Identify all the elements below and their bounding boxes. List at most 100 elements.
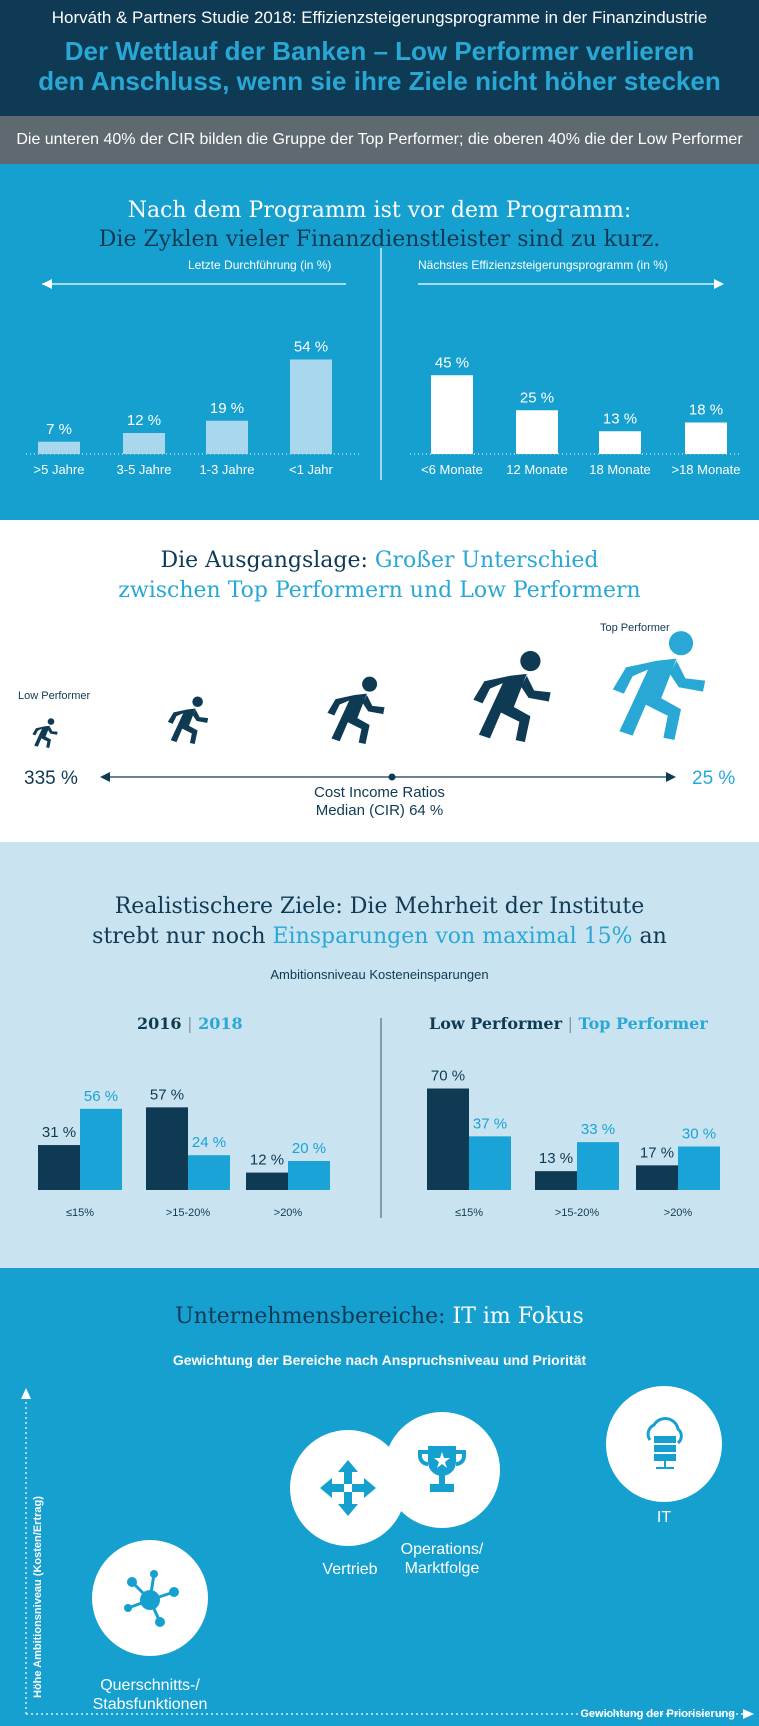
section-targets-title-dark: strebt nur noch [92, 924, 273, 949]
legend-years: 2016 | 2018 [137, 1014, 243, 1033]
last-category-label-2: 1-3 Jahre [200, 462, 255, 477]
performers-category-label-2: >20% [664, 1207, 693, 1219]
years-value-label-0-0: 31 % [42, 1124, 76, 1141]
legend-2018: 2018 [198, 1014, 243, 1033]
last-value-label-3: 54 % [294, 339, 328, 356]
top-performer-label: Top Performer [600, 622, 670, 634]
runner-icon-top [612, 631, 706, 740]
runner-icon-2 [167, 696, 209, 744]
section-targets-title-end: an [632, 924, 667, 949]
performers-bar-0-0 [427, 1088, 469, 1190]
circle-querschnitt [92, 1540, 208, 1656]
server-cloud-icon [646, 1417, 683, 1469]
years-bar-0-2 [246, 1172, 288, 1190]
last-value-label-2: 19 % [210, 400, 244, 417]
next-category-label-2: 18 Monate [589, 462, 650, 477]
next-value-label-2: 13 % [603, 410, 637, 427]
next-category-label-3: >18 Monate [671, 462, 740, 477]
last-bar-3 [290, 359, 332, 454]
cir-axis-right-head [666, 772, 676, 782]
performers-category-label-1: >15-20% [555, 1207, 600, 1219]
section-areas-title-white: IT im Fokus [452, 1304, 584, 1329]
next-bar-0 [431, 375, 473, 454]
section-targets-title: Realistischere Ziele: Die Mehrheit der I… [0, 892, 759, 952]
trophy-icon [418, 1446, 466, 1492]
label-vertrieb: Vertrieb [322, 1561, 378, 1578]
section-targets-subtitle: Ambitionsniveau Kosteneinsparungen [270, 967, 489, 982]
last-bar-1 [123, 433, 165, 454]
section-areas-title-dark: Unternehmensbereiche: [175, 1304, 453, 1329]
section-starting-point: Die Ausgangslage: Großer Unterschied zwi… [0, 520, 759, 842]
next-value-label-3: 18 % [689, 402, 723, 419]
header-title-line1: Der Wettlauf der Banken – Low Performer … [64, 36, 695, 66]
performers-bar-1-1 [577, 1142, 619, 1190]
section-cycles-title-line1: Nach dem Programm ist vor dem Programm: [127, 198, 632, 223]
next-bar-1 [516, 410, 558, 454]
years-bar-1-1 [188, 1155, 230, 1190]
legend-separator: | [187, 1014, 193, 1033]
label-querschnitt-line1: Querschnitts-/ [100, 1677, 200, 1694]
label-querschnitt-line2: Stabsfunktionen [92, 1696, 208, 1713]
years-bar-1-0 [80, 1108, 122, 1190]
section-starting-title: Die Ausgangslage: Großer Unterschied zwi… [0, 546, 759, 606]
performers-bar-0-2 [636, 1165, 678, 1190]
section-areas-subtitle: Gewichtung der Bereiche nach Anspruchsni… [172, 1352, 587, 1368]
label-operations-line2: Marktfolge [404, 1560, 480, 1577]
top-performer-value: 25 % [692, 768, 736, 789]
circle-it [606, 1386, 722, 1502]
legend-2016: 2016 [137, 1014, 182, 1033]
y-axis-head [21, 1388, 31, 1399]
performers-value-label-0-2: 17 % [640, 1144, 674, 1161]
chart-last-title: Letzte Durchführung (in %) [188, 258, 332, 272]
last-category-label-1: 3-5 Jahre [117, 462, 172, 477]
low-performer-label: Low Performer [18, 690, 91, 702]
cycles-chart: 7 % >5 Jahre 12 % 3-5 Jahre 19 % 1-3 Jahre 54 … [26, 248, 741, 480]
arrows-move-icon [320, 1460, 376, 1516]
arrow-right-head [714, 279, 724, 289]
last-category-label-0: >5 Jahre [34, 462, 85, 477]
cir-label-line2: Median (CIR) 64 % [315, 802, 444, 819]
performers-value-label-0-0: 70 % [431, 1068, 465, 1085]
performers-value-label-0-1: 13 % [539, 1150, 573, 1167]
legend-performers: Low Performer | Top Performer [429, 1014, 708, 1033]
runner-icon-1 [32, 718, 58, 748]
performers-value-label-1-2: 30 % [682, 1126, 716, 1143]
last-category-label-3: <1 Jahr [289, 462, 333, 477]
performers-value-label-1-0: 37 % [473, 1115, 507, 1132]
circle-operations [384, 1412, 500, 1528]
section-starting-title-dark: Die Ausgangslage: [160, 548, 375, 573]
header-kicker: Horváth & Partners Studie 2018: Effizien… [51, 8, 708, 27]
years-bar-0-1 [146, 1107, 188, 1190]
runners-illustration [32, 631, 706, 782]
next-bar-3 [685, 422, 727, 454]
definition-bar: Die unteren 40% der CIR bilden die Grupp… [0, 116, 759, 164]
section-starting-title-blue2: zwischen Top Performern und Low Performe… [118, 578, 641, 603]
last-value-label-1: 12 % [127, 412, 161, 429]
years-value-label-1-2: 20 % [292, 1140, 326, 1157]
section-cycles: Nach dem Programm ist vor dem Programm: … [0, 164, 759, 520]
header-title-line2: den Anschluss, wenn sie ihre Ziele nicht… [38, 66, 721, 96]
x-axis-head [743, 1709, 754, 1719]
next-category-label-0: <6 Monate [421, 462, 483, 477]
years-value-label-0-1: 57 % [150, 1086, 184, 1103]
label-it: IT [656, 1509, 672, 1526]
label-operations-line1: Operations/ [400, 1541, 484, 1558]
years-category-label-0: ≤15% [66, 1207, 94, 1219]
legend-separator-2: | [567, 1014, 573, 1033]
runner-icon-3 [327, 676, 385, 744]
cir-axis-left-head [100, 772, 110, 782]
section-cycles-title: Nach dem Programm ist vor dem Programm: … [0, 196, 759, 254]
last-bar-0 [38, 441, 80, 454]
section-targets-title-line1: Realistischere Ziele: Die Mehrheit der I… [114, 894, 645, 919]
performers-bar-1-0 [469, 1136, 511, 1190]
cir-median-label: Cost Income Ratios Median (CIR) 64 % [0, 784, 759, 820]
label-querschnitt: Querschnitts-/ Stabsfunktionen [72, 1676, 228, 1714]
years-category-label-1: >15-20% [166, 1207, 211, 1219]
section-areas-title: Unternehmensbereiche: IT im Fokus [0, 1304, 759, 1329]
years-value-label-1-0: 56 % [84, 1088, 118, 1105]
years-bar-1-2 [288, 1161, 330, 1190]
network-hub-icon [124, 1570, 179, 1627]
performers-bar-1-2 [678, 1146, 720, 1190]
section-business-areas: Unternehmensbereiche: IT im Fokus Gewich… [0, 1268, 759, 1726]
